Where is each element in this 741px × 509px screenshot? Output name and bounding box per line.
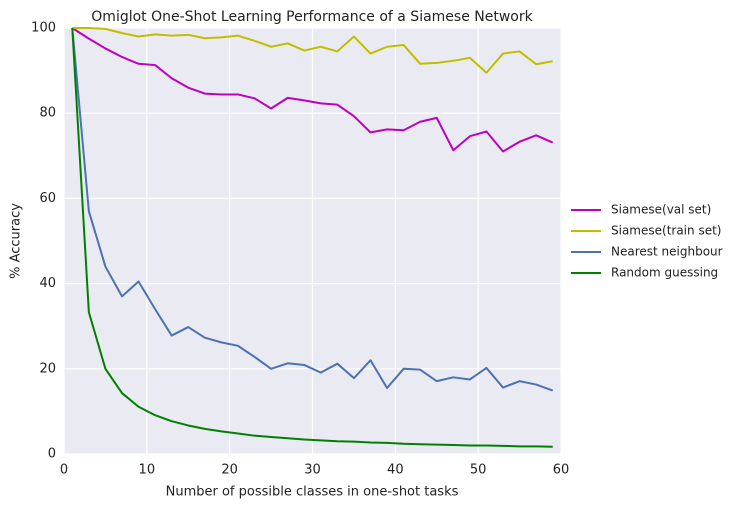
chart-title: Omiglot One-Shot Learning Performance of… (91, 9, 533, 25)
y-tick-label: 40 (39, 276, 56, 291)
legend-label: Siamese(train set) (611, 224, 721, 238)
x-axis-label: Number of possible classes in one-shot t… (166, 485, 459, 500)
x-tick-label: 60 (553, 463, 570, 478)
series-line (71, 27, 554, 153)
x-tick-label: 40 (387, 463, 404, 478)
x-tick-label: 30 (304, 463, 321, 478)
y-tick-label: 20 (39, 361, 56, 376)
x-tick-label: 0 (60, 463, 68, 478)
x-tick-label: 50 (470, 463, 487, 478)
y-tick-label: 100 (31, 21, 56, 36)
y-tick-label: 0 (48, 447, 56, 462)
series-line (71, 27, 553, 448)
y-tick-label: 60 (39, 191, 56, 206)
series-line (71, 27, 554, 392)
x-tick-label: 20 (221, 463, 238, 478)
legend-label: Siamese(val set) (611, 203, 711, 217)
legend-label: Random guessing (611, 266, 718, 280)
x-tick-label: 10 (139, 463, 156, 478)
y-tick-label: 80 (39, 106, 56, 121)
series-line (72, 27, 553, 74)
y-axis-label: % Accuracy (9, 203, 24, 279)
legend-label: Nearest neighbour (611, 245, 723, 259)
